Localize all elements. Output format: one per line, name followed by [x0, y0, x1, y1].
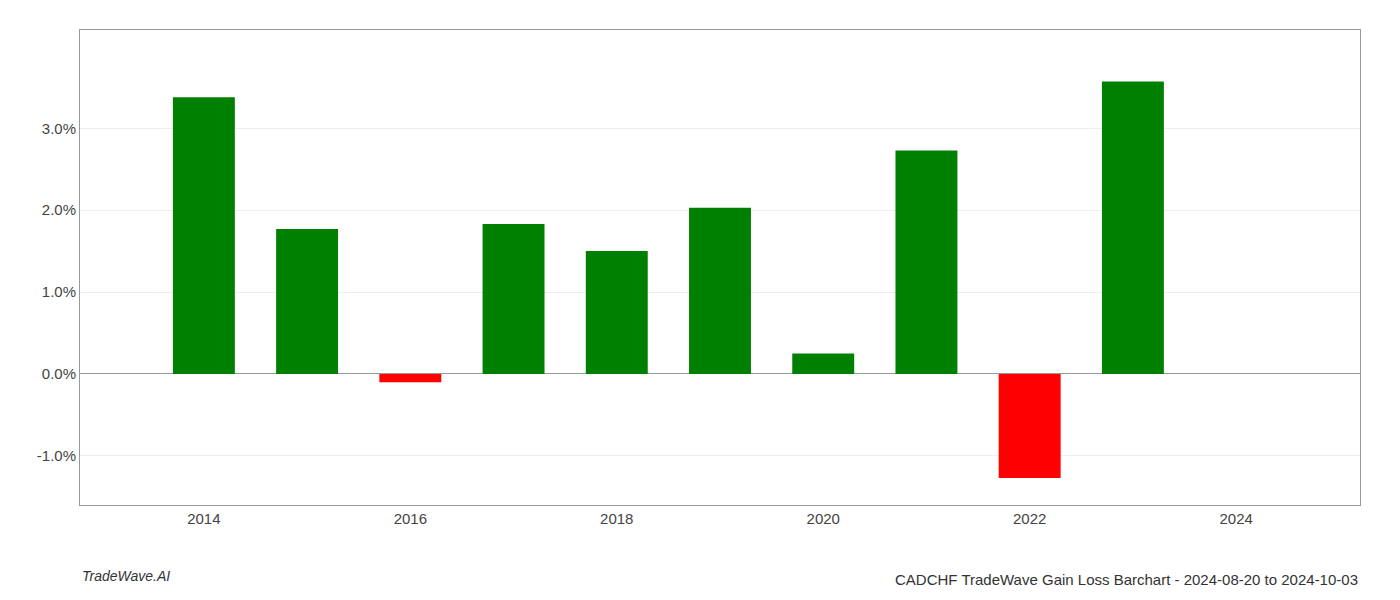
svg-text:-1.0%: -1.0% [37, 447, 76, 464]
svg-text:CADCHF TradeWave Gain Loss Bar: CADCHF TradeWave Gain Loss Barchart - 20… [895, 571, 1358, 588]
svg-text:2014: 2014 [187, 510, 220, 527]
svg-text:2024: 2024 [1219, 510, 1252, 527]
svg-text:2016: 2016 [394, 510, 427, 527]
svg-text:0.0%: 0.0% [42, 365, 76, 382]
svg-text:2020: 2020 [807, 510, 840, 527]
svg-text:2022: 2022 [1013, 510, 1046, 527]
svg-text:2018: 2018 [600, 510, 633, 527]
svg-text:2.0%: 2.0% [42, 201, 76, 218]
svg-text:1.0%: 1.0% [42, 283, 76, 300]
svg-text:TradeWave.AI: TradeWave.AI [82, 568, 170, 584]
svg-text:3.0%: 3.0% [42, 120, 76, 137]
